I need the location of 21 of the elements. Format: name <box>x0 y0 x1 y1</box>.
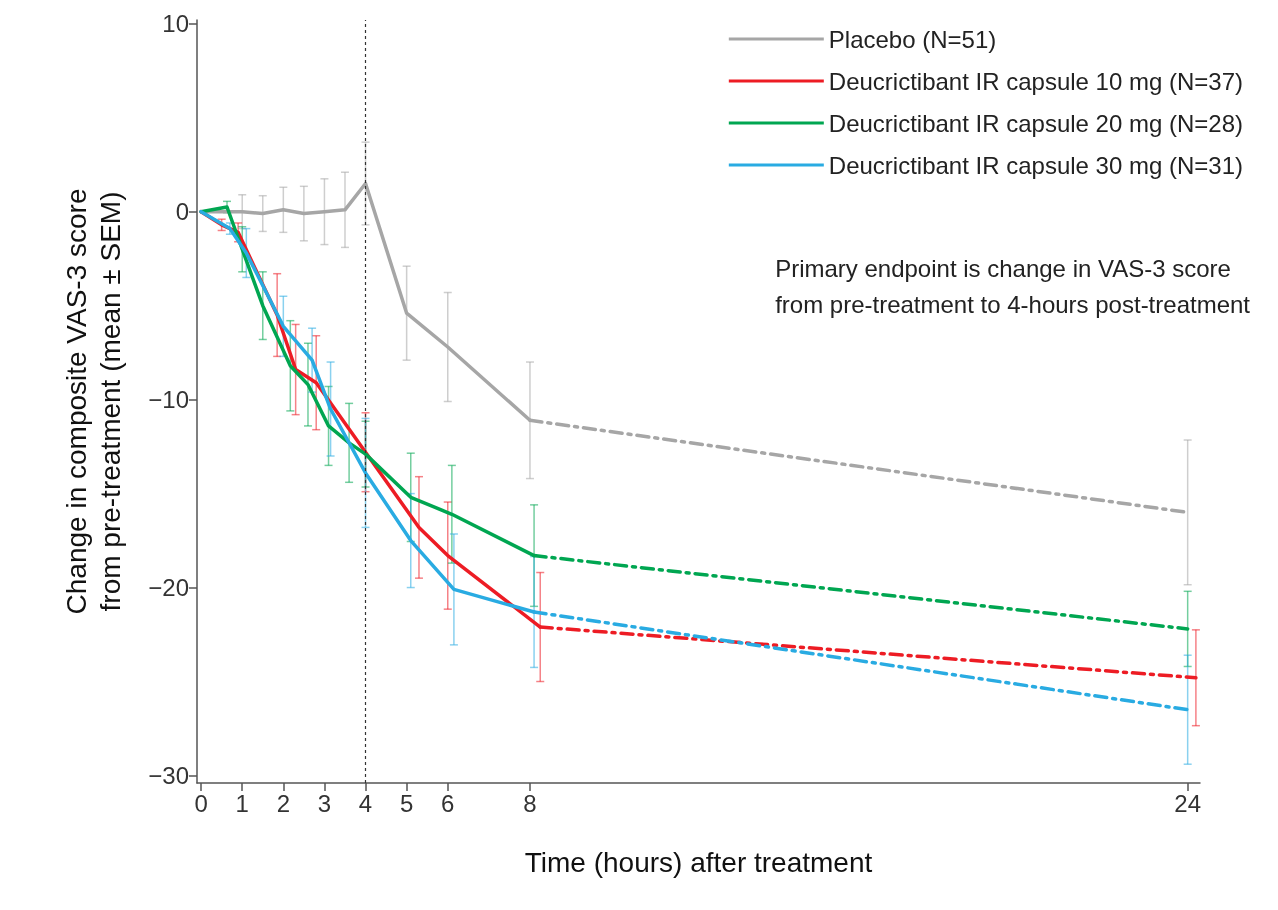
legend-label: Deucrictibant IR capsule 10 mg (N=37) <box>828 67 1243 95</box>
x-tick-label: 8 <box>523 789 537 817</box>
x-tick-label: 3 <box>317 789 332 817</box>
x-tick-label: 5 <box>399 789 414 817</box>
x-tick-label: 6 <box>441 789 455 817</box>
legend-label: Deucrictibant IR capsule 20 mg (N=28) <box>828 109 1243 137</box>
y-tick-label: −30 <box>148 761 189 789</box>
legend-label: Deucrictibant IR capsule 30 mg (N=31) <box>828 151 1243 179</box>
legend-label: Placebo (N=51) <box>828 25 997 53</box>
y-tick-label: 10 <box>162 10 189 38</box>
y-axis-title: Change in composite VAS-3 score from pre-treatment (mean ± SEM) <box>60 188 126 615</box>
x-tick-label: 2 <box>276 789 290 817</box>
y-tick-label: −20 <box>148 574 189 602</box>
y-tick-label: −10 <box>148 386 189 414</box>
y-tick-label: 0 <box>175 198 189 226</box>
x-tick-label: 24 <box>1174 789 1202 817</box>
x-tick-label: 4 <box>358 789 373 817</box>
x-axis-title: Time (hours) after treatment <box>524 846 873 878</box>
x-tick-label: 1 <box>235 789 249 817</box>
x-tick-label: 0 <box>194 789 208 817</box>
annotation: Primary endpoint is change in VAS-3 score from pre-treatment to 4-hours post-treatment <box>775 254 1251 318</box>
